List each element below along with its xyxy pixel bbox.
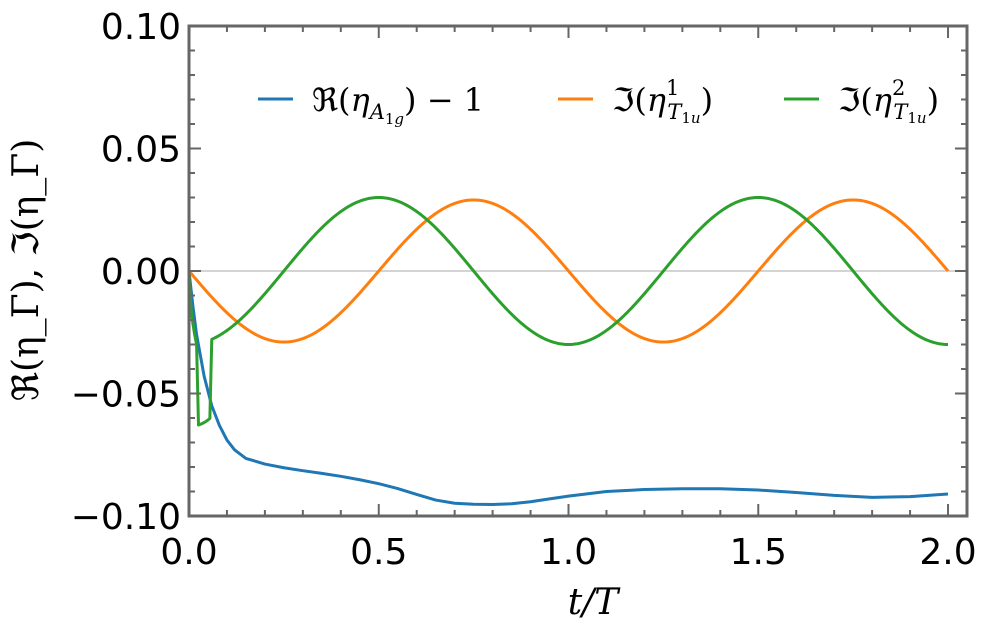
- y-axis-label: ℜ(η_Γ), ℑ(η_Γ): [6, 139, 47, 402]
- y-tick-label: 0.10: [101, 7, 181, 48]
- x-tick-label: 1.5: [730, 532, 787, 573]
- x-tick-label: 0.5: [350, 532, 407, 573]
- series-line-1: [187, 198, 950, 344]
- y-tick-label: 0.05: [101, 130, 181, 171]
- x-tick-label: 1.0: [540, 532, 597, 573]
- x-axis-label: t/T: [568, 582, 622, 623]
- series-layer: [187, 196, 950, 506]
- legend-label-im-t1u-1: ℑ(η1 T1u): [612, 76, 713, 127]
- legend-label-re-a1g: ℜ(ηA1g) − 1: [312, 81, 484, 128]
- plot-frame: [187, 24, 969, 518]
- series-line-2: [187, 196, 949, 427]
- legend: ℜ(ηA1g) − 1 ℑ(η1 T1u) ℑ(η2 T1u): [258, 76, 939, 128]
- x-tick-label: 0.0: [160, 532, 217, 573]
- legend-label-im-t1u-2: ℑ(η2 T1u): [838, 76, 939, 127]
- y-tick-label: 0.00: [101, 252, 181, 293]
- ticks-layer: 0.0 0.5 1.0 1.5 2.0 0.10 0.05 0.00 −0.05 −0.10: [71, 7, 977, 573]
- x-tick-label: 2.0: [919, 532, 976, 573]
- series-line-0: [187, 270, 949, 506]
- y-tick-label: −0.10: [71, 497, 181, 538]
- y-tick-label: −0.05: [71, 375, 181, 416]
